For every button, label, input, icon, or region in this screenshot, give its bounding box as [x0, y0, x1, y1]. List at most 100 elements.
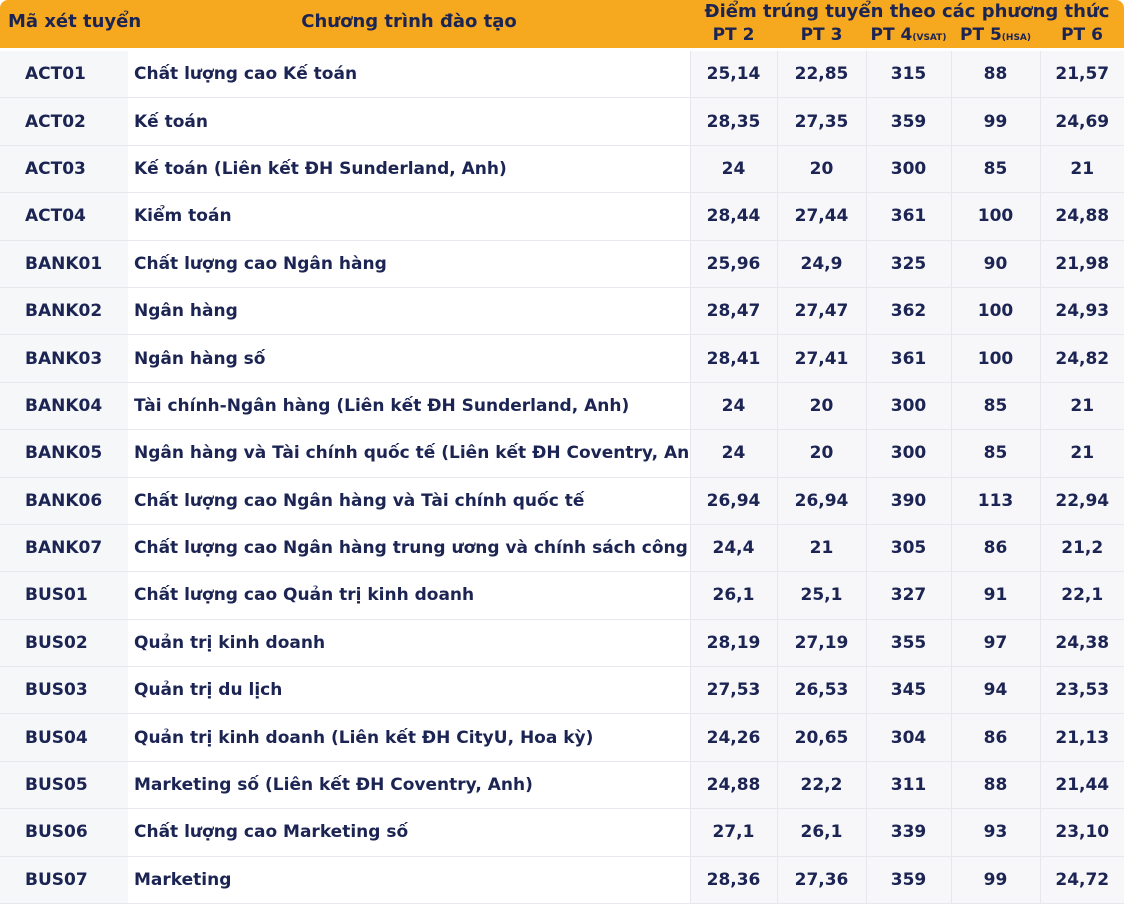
score-cell: 26,53	[776, 666, 866, 715]
score-cell: 100	[950, 287, 1040, 336]
score-cell: 26,1	[689, 571, 777, 620]
program-cell: Quản trị du lịch	[128, 666, 690, 715]
score-cell: 28,47	[689, 287, 777, 336]
table-row: BANK03 Ngân hàng số 28,41 27,41 361 100 24,82	[0, 334, 1124, 383]
score-cell: 27,53	[689, 666, 777, 715]
code-cell: BUS05	[0, 761, 128, 810]
score-cell: 359	[865, 856, 951, 904]
score-cell: 24,72	[1039, 856, 1124, 904]
score-cell: 27,1	[689, 808, 777, 857]
score-cell: 21,57	[1039, 51, 1124, 99]
program-cell: Kế toán	[128, 97, 690, 146]
score-cell: 26,1	[776, 808, 866, 857]
score-cell: 304	[865, 713, 951, 762]
code-cell: BANK01	[0, 240, 128, 288]
program-cell: Chất lượng cao Marketing số	[128, 808, 690, 857]
score-cell: 25,14	[689, 51, 777, 99]
score-cell: 28,36	[689, 856, 777, 904]
score-cell: 86	[950, 713, 1040, 762]
score-cell: 90	[950, 240, 1040, 288]
method-name: PT 4	[870, 25, 913, 45]
table-row: BANK06 Chất lượng cao Ngân hàng và Tài ch…	[0, 477, 1124, 525]
score-cell: 28,44	[689, 192, 777, 241]
program-cell: Marketing số (Liên kết ĐH Coventry, Anh)	[128, 761, 690, 810]
table-body: ACT01 Chất lượng cao Kế toán 25,14 22,85 315…	[0, 51, 1124, 904]
score-cell: 27,36	[776, 856, 866, 904]
method-name: PT 2	[712, 25, 755, 45]
score-cell: 24,38	[1039, 619, 1124, 668]
program-cell: Ngân hàng số	[128, 334, 690, 383]
score-cell: 21	[776, 524, 866, 573]
method-name: PT 6	[1061, 25, 1103, 45]
table-row: BANK04 Tài chính-Ngân hàng (Liên kết ĐH S…	[0, 382, 1124, 431]
code-cell: BUS06	[0, 808, 128, 857]
score-cell: 93	[950, 808, 1040, 857]
program-cell: Ngân hàng và Tài chính quốc tế (Liên kết…	[128, 429, 690, 478]
score-cell: 28,41	[689, 334, 777, 383]
code-cell: ACT04	[0, 192, 128, 241]
header-code: Mã xét tuyển	[8, 11, 142, 32]
method-header: PT 2	[690, 25, 777, 45]
header-scores: Điểm trúng tuyển theo các phương thức	[704, 1, 1110, 22]
score-cell: 24,9	[776, 240, 866, 288]
table-row: ACT02 Kế toán 28,35 27,35 359 99 24,69	[0, 97, 1124, 146]
table-row: BANK02 Ngân hàng 28,47 27,47 362 100 24,93	[0, 287, 1124, 336]
score-cell: 88	[950, 51, 1040, 99]
code-cell: ACT01	[0, 51, 128, 99]
score-cell: 20,65	[776, 713, 866, 762]
program-cell: Ngân hàng	[128, 287, 690, 336]
score-cell: 22,94	[1039, 477, 1124, 525]
method-note: (HSA)	[1001, 33, 1032, 43]
method-header: PT 5(HSA)	[951, 25, 1040, 45]
method-note: (VSAT)	[912, 33, 947, 43]
method-name: PT 3	[800, 25, 843, 45]
code-cell: ACT02	[0, 97, 128, 146]
code-cell: BANK02	[0, 287, 128, 336]
score-cell: 25,96	[689, 240, 777, 288]
score-cell: 362	[865, 287, 951, 336]
score-cell: 27,19	[776, 619, 866, 668]
score-cell: 27,47	[776, 287, 866, 336]
score-cell: 24	[689, 382, 777, 431]
score-table: ACT01 Chất lượng cao Kế toán 25,14 22,85 315…	[0, 51, 1124, 904]
score-cell: 325	[865, 240, 951, 288]
table-row: BANK01 Chất lượng cao Ngân hàng 25,96 24,9 3…	[0, 240, 1124, 288]
program-cell: Marketing	[128, 856, 690, 904]
score-cell: 24,82	[1039, 334, 1124, 383]
code-cell: BUS03	[0, 666, 128, 715]
program-cell: Chất lượng cao Ngân hàng trung ương và c…	[128, 524, 690, 573]
score-cell: 24	[689, 429, 777, 478]
score-cell: 311	[865, 761, 951, 810]
table-row: ACT01 Chất lượng cao Kế toán 25,14 22,85 315…	[0, 51, 1124, 99]
score-cell: 85	[950, 429, 1040, 478]
score-cell: 300	[865, 382, 951, 431]
code-cell: BUS02	[0, 619, 128, 668]
score-cell: 390	[865, 477, 951, 525]
score-cell: 23,53	[1039, 666, 1124, 715]
score-cell: 94	[950, 666, 1040, 715]
program-cell: Chất lượng cao Kế toán	[128, 51, 690, 99]
score-cell: 24,26	[689, 713, 777, 762]
score-cell: 300	[865, 429, 951, 478]
score-cell: 315	[865, 51, 951, 99]
score-cell: 21,13	[1039, 713, 1124, 762]
score-cell: 26,94	[776, 477, 866, 525]
score-cell: 345	[865, 666, 951, 715]
score-cell: 99	[950, 97, 1040, 146]
program-cell: Chất lượng cao Ngân hàng và Tài chính qu…	[128, 477, 690, 525]
score-cell: 24,88	[689, 761, 777, 810]
score-cell: 85	[950, 145, 1040, 194]
table-row: BUS07 Marketing 28,36 27,36 359 99 24,72	[0, 856, 1124, 904]
code-cell: BUS01	[0, 571, 128, 620]
table-row: BUS02 Quản trị kinh doanh 28,19 27,19 355 97 2…	[0, 619, 1124, 668]
score-cell: 21	[1039, 382, 1124, 431]
program-cell: Tài chính-Ngân hàng (Liên kết ĐH Sunderl…	[128, 382, 690, 431]
score-cell: 327	[865, 571, 951, 620]
score-cell: 361	[865, 334, 951, 383]
score-cell: 28,19	[689, 619, 777, 668]
program-cell: Kế toán (Liên kết ĐH Sunderland, Anh)	[128, 145, 690, 194]
table-row: BANK05 Ngân hàng và Tài chính quốc tế (Li…	[0, 429, 1124, 478]
score-cell: 24,69	[1039, 97, 1124, 146]
score-cell: 28,35	[689, 97, 777, 146]
